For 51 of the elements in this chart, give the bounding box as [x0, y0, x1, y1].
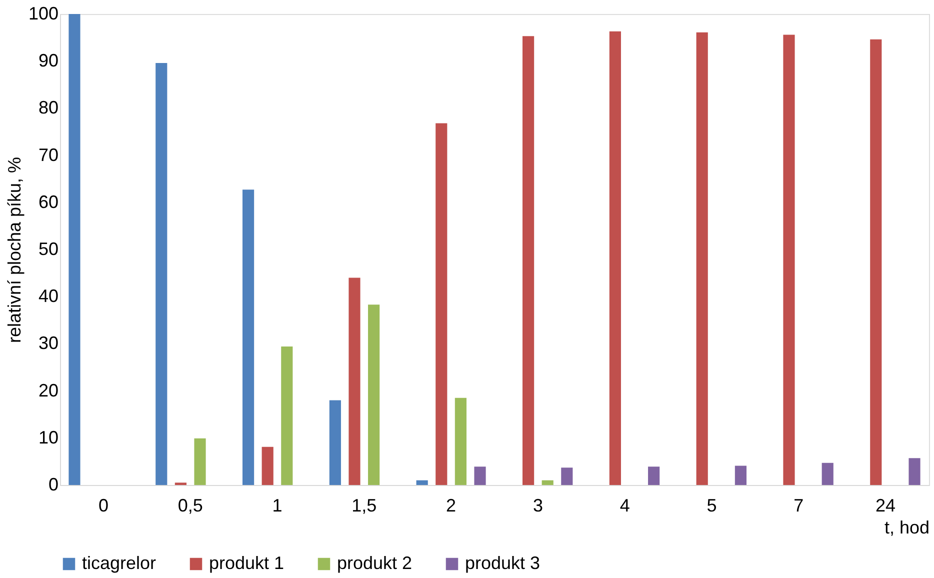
bar	[542, 480, 554, 485]
bar	[194, 438, 206, 485]
y-tick-label: 60	[38, 192, 58, 212]
y-tick-label: 90	[38, 50, 58, 71]
x-tick-label: 0	[98, 496, 108, 516]
bar	[609, 31, 621, 485]
bar	[242, 190, 254, 485]
x-axis-title: t, hod	[884, 518, 930, 538]
legend-label: produkt 3	[465, 553, 540, 573]
x-tick-label: 0,5	[178, 496, 203, 516]
x-tick-label: 1	[272, 496, 282, 516]
y-tick-label: 80	[38, 98, 58, 118]
y-tick-label: 40	[38, 286, 58, 306]
bar	[908, 458, 920, 485]
bar	[822, 462, 834, 485]
bar	[416, 480, 428, 485]
y-tick-label: 30	[38, 333, 58, 354]
legend-label: ticagrelor	[82, 553, 156, 573]
bar	[870, 39, 882, 485]
bar	[648, 466, 660, 485]
x-tick-label: 7	[794, 496, 804, 516]
x-tick-label: 2	[446, 496, 456, 516]
x-tick-label: 5	[706, 496, 717, 516]
bar	[156, 62, 168, 485]
bar	[561, 468, 573, 485]
x-tick-label: 24	[876, 496, 896, 516]
legend-label: produkt 2	[337, 553, 412, 573]
bar	[436, 123, 448, 485]
y-tick-label: 70	[38, 144, 58, 165]
bar	[329, 400, 341, 485]
y-tick-label: 0	[48, 474, 58, 494]
bar	[262, 446, 274, 485]
bar	[783, 34, 795, 485]
y-tick-label: 10	[38, 427, 58, 448]
bar	[68, 14, 80, 485]
y-axis-title: relativní plocha píku, %	[4, 156, 24, 344]
x-tick-label: 1,5	[352, 496, 377, 516]
bar	[474, 466, 486, 485]
x-tick-label: 4	[620, 496, 630, 516]
x-tick-label: 3	[532, 496, 543, 516]
y-tick-label: 50	[38, 239, 58, 259]
bar	[734, 466, 747, 485]
bar	[454, 398, 466, 485]
bar	[368, 304, 380, 485]
y-tick-label: 100	[28, 4, 58, 24]
bar	[522, 36, 534, 485]
y-tick-label: 20	[38, 380, 58, 400]
legend-label: produkt 1	[209, 553, 284, 573]
bar	[281, 346, 293, 485]
bar	[348, 278, 360, 485]
bar	[696, 32, 708, 485]
